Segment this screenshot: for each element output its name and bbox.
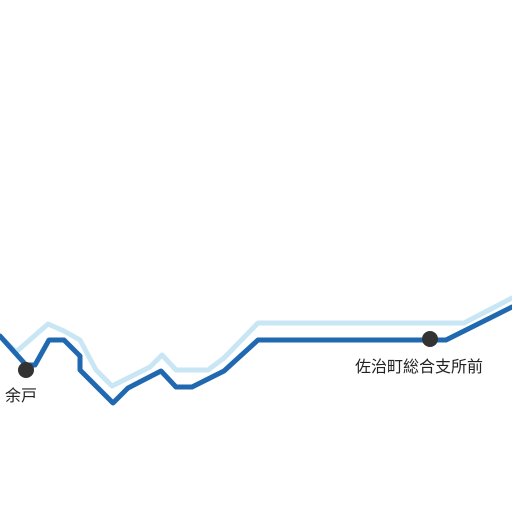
stop-label-saji: 佐治町総合支所前: [355, 357, 484, 376]
stop-marker-saji[interactable]: [422, 331, 438, 347]
route-line-main: [0, 304, 512, 406]
stop-marker-yodo[interactable]: [18, 362, 34, 378]
stop-label-yodo: 余戸: [5, 386, 38, 405]
route-line-shadow: [0, 295, 512, 389]
